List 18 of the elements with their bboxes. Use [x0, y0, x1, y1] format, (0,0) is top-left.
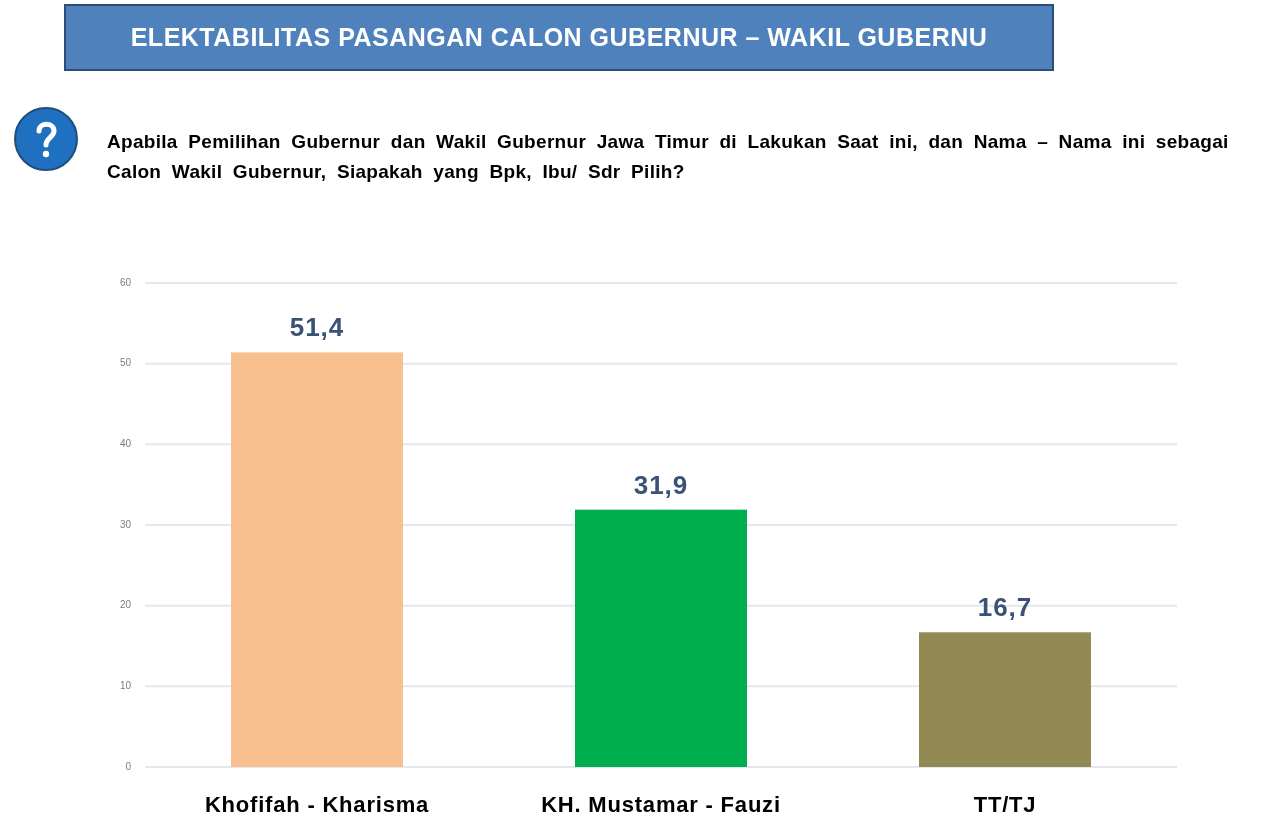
bar: [231, 352, 403, 767]
data-label: 16,7: [977, 592, 1033, 623]
chart-title: ELEKTABILITAS PASANGAN CALON GUBERNUR – WAKIL GUBERNU: [130, 22, 988, 51]
chart-subtitle: Apabila Pemilihan Gubernur dan Wakil Gubernur Jawa Timur di Lakukan Saat ini, dan Nama – Nama ini sebagai Calon Wakil Gubernur, Siapakah yang Bpk, Ibu/ Sdr Pilih?: [107, 130, 1230, 184]
y-tick-label: 40: [119, 437, 132, 449]
x-tick-label: KH. Mustamar - Fauzi: [541, 791, 781, 817]
data-label: 31,9: [633, 469, 689, 500]
bar: [575, 509, 747, 767]
y-tick-label: 60: [119, 276, 132, 288]
x-tick-label: TT/TJ: [973, 791, 1037, 817]
x-tick-label: Khofifah - Kharisma: [204, 791, 430, 817]
y-tick-label: 0: [125, 760, 132, 772]
y-tick-label: 50: [119, 357, 132, 369]
y-tick-label: 10: [119, 679, 132, 691]
data-label: 51,4: [289, 312, 345, 343]
y-tick-label: 30: [119, 518, 132, 530]
bar: [919, 632, 1091, 767]
y-tick-label: 20: [119, 599, 132, 611]
